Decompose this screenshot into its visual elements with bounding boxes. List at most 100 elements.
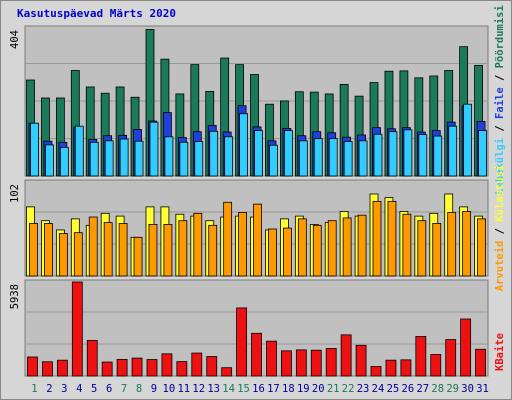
x-tick-label: 29: [446, 383, 459, 395]
bar-sites: [477, 218, 486, 277]
bar-sites: [387, 200, 397, 277]
bar-sites: [178, 220, 188, 277]
bar-pages: [388, 131, 398, 177]
legend-middle: Arvuteid / Külastusi: [494, 165, 506, 291]
x-tick-label: 18: [282, 383, 295, 395]
bar-pages: [313, 138, 323, 177]
bar-kbytes: [191, 352, 203, 377]
bar-kbytes: [281, 350, 292, 377]
legend-separator: /: [494, 222, 506, 241]
x-tick-label: 15: [237, 383, 250, 395]
x-tick-label: 25: [387, 383, 400, 395]
bar-sites: [462, 211, 472, 277]
x-tick-label: 24: [372, 383, 385, 395]
bar-kbytes: [355, 344, 367, 377]
bar-pages: [119, 138, 129, 177]
legend-entry: Arvuteid: [494, 241, 506, 292]
bar-sites: [342, 217, 352, 277]
bar-pages: [59, 147, 69, 177]
bar-sites: [432, 223, 442, 277]
legend-separator: /: [494, 119, 506, 138]
legend-bottom: KBaite: [494, 333, 506, 371]
x-tick-label: 23: [357, 383, 370, 395]
bar-pages: [209, 130, 219, 177]
y-max-label-bottom: 5938: [9, 284, 21, 309]
bar-pages: [448, 125, 458, 177]
bar-pages: [74, 125, 84, 177]
legend-separator: /: [494, 68, 506, 87]
bar-pages: [134, 140, 144, 177]
bar-sites: [118, 223, 128, 277]
bar-kbytes: [430, 354, 442, 377]
bar-sites: [402, 213, 412, 277]
x-tick-label: 12: [192, 383, 205, 395]
bar-sites: [208, 224, 218, 277]
x-tick-label: 4: [76, 383, 82, 395]
bar-pages: [478, 130, 487, 177]
legend-entry: KBaite: [494, 333, 506, 371]
bar-sites: [372, 200, 382, 277]
bar-pages: [269, 144, 278, 177]
bar-pages: [45, 144, 54, 177]
bar-pages: [373, 133, 383, 177]
x-tick-label: 13: [207, 383, 220, 395]
x-tick-label: 2: [46, 383, 52, 395]
x-tick-label: 9: [151, 383, 157, 395]
bar-pages: [239, 113, 248, 177]
x-tick-label: 11: [177, 383, 190, 395]
bar-kbytes: [236, 307, 247, 377]
bar-sites: [223, 201, 233, 277]
bar-sites: [283, 227, 292, 277]
bar-kbytes: [27, 356, 38, 377]
legend-entry: Faile: [494, 87, 506, 119]
bar-sites: [417, 220, 427, 277]
bar-kbytes: [385, 359, 397, 377]
bar-sites: [268, 228, 277, 277]
x-tick-label: 8: [136, 383, 142, 395]
bar-sites: [357, 214, 367, 277]
bar-sites: [73, 232, 83, 277]
bar-sites: [327, 220, 337, 277]
x-tick-label: 16: [252, 383, 265, 395]
bar-pages: [254, 130, 263, 177]
y-max-label-top: 404: [9, 30, 21, 49]
x-tick-label: 7: [121, 383, 127, 395]
bar-kbytes: [340, 334, 352, 377]
bar-pages: [149, 121, 159, 177]
bar-kbytes: [56, 359, 68, 377]
x-tick-label: 28: [431, 383, 444, 395]
x-tick-label: 1: [31, 383, 37, 395]
x-tick-label: 5: [91, 383, 97, 395]
bar-pages: [164, 136, 174, 177]
bar-pages: [284, 130, 293, 177]
bar-sites: [297, 218, 307, 277]
bar-sites: [238, 212, 247, 277]
bar-sites: [447, 212, 457, 277]
bar-kbytes: [221, 367, 233, 377]
bar-kbytes: [415, 336, 427, 377]
bar-kbytes: [131, 357, 143, 377]
bar-pages: [343, 141, 353, 177]
x-tick-label: 31: [476, 383, 489, 395]
bar-kbytes: [116, 358, 128, 377]
x-tick-label: 14: [222, 383, 235, 395]
bar-sites: [103, 222, 113, 277]
bar-sites: [44, 223, 53, 277]
bar-pages: [224, 136, 234, 177]
x-tick-label: 27: [416, 383, 429, 395]
bar-kbytes: [146, 359, 158, 377]
bar-pages: [463, 103, 473, 177]
bar-pages: [89, 141, 99, 177]
bar-pages: [104, 140, 114, 177]
y-max-label-middle: 102: [9, 184, 21, 203]
x-tick-label: 30: [461, 383, 474, 395]
bar-kbytes: [266, 340, 277, 377]
x-tick-label: 22: [342, 383, 355, 395]
legend-entry: Pöördumisi: [494, 5, 506, 68]
x-tick-label: 17: [267, 383, 280, 395]
bar-sites: [58, 233, 68, 277]
bar-kbytes: [400, 359, 412, 377]
bar-sites: [253, 203, 262, 277]
bar-kbytes: [206, 356, 218, 377]
